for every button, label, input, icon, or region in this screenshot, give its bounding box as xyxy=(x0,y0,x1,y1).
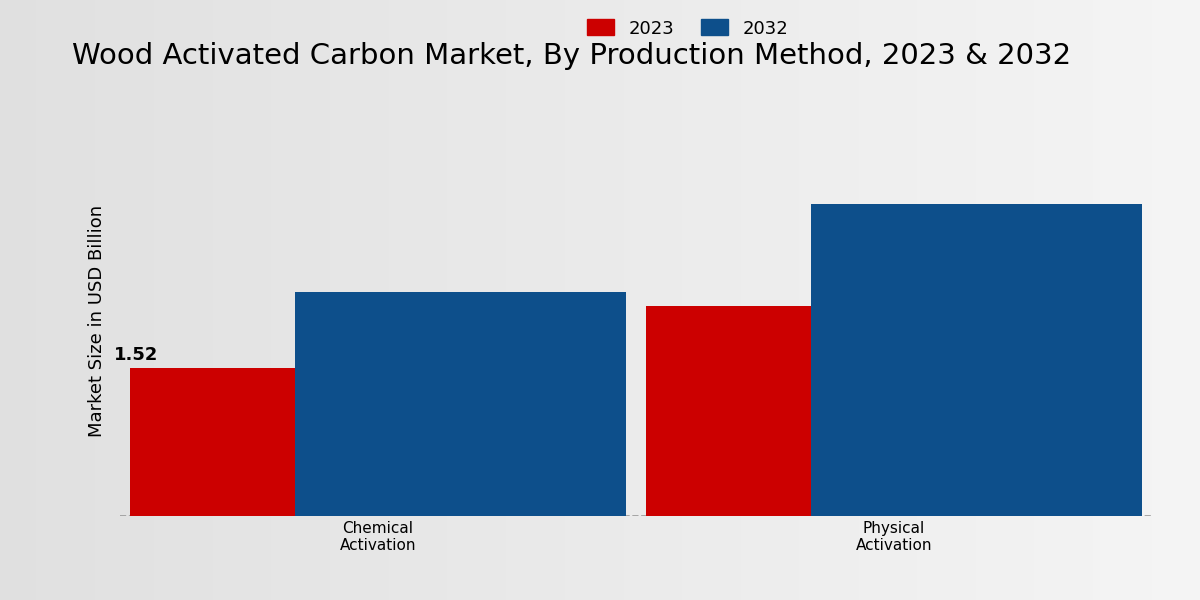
Y-axis label: Market Size in USD Billion: Market Size in USD Billion xyxy=(88,205,106,437)
Bar xyxy=(647,307,977,516)
Legend: 2023, 2032: 2023, 2032 xyxy=(577,10,798,47)
Text: 1.52: 1.52 xyxy=(114,346,158,364)
Bar xyxy=(295,292,625,516)
Bar xyxy=(131,368,461,516)
Text: Wood Activated Carbon Market, By Production Method, 2023 & 2032: Wood Activated Carbon Market, By Product… xyxy=(72,42,1072,70)
Bar xyxy=(811,204,1141,516)
